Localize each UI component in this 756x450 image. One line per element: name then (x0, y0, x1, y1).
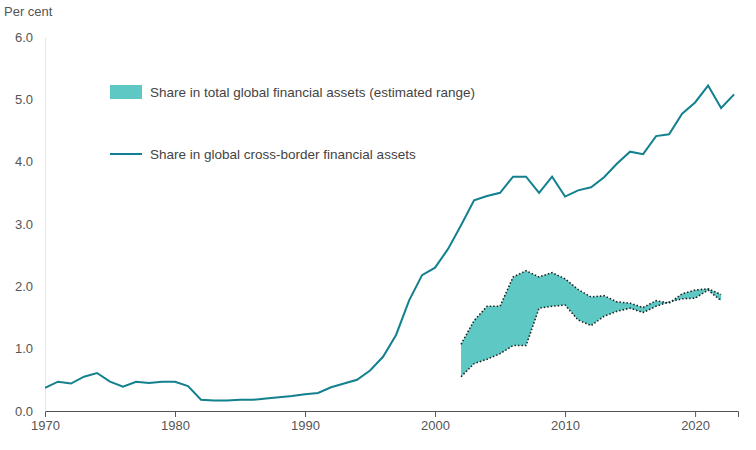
legend-item: Share in total global financial assets (… (110, 85, 475, 100)
legend-item: Share in global cross-border financial a… (110, 147, 416, 162)
y-axis: 0.0 1.0 2.0 3.0 4.0 5.0 6.0 (15, 30, 46, 419)
x-tick: 1980 (161, 411, 190, 433)
legend-label: Share in total global financial assets (… (150, 85, 475, 100)
x-tick-label: 2000 (421, 418, 450, 433)
y-tick: 1.0 (15, 341, 45, 356)
x-tick-label: 1980 (161, 418, 190, 433)
x-tick-mark (175, 411, 176, 417)
x-tick-mark (435, 411, 436, 417)
x-tick: 2010 (551, 411, 580, 433)
legend: Share in total global financial assets (… (110, 85, 475, 162)
x-axis-line (46, 412, 739, 418)
y-tick-label: 1.0 (15, 341, 33, 356)
y-tick: 5.0 (15, 92, 45, 107)
x-tick-label: 1970 (31, 418, 60, 433)
y-tick: 6.0 (15, 30, 45, 45)
y-tick-label: 6.0 (15, 30, 33, 45)
legend-label: Share in global cross-border financial a… (150, 147, 416, 162)
range-area (461, 271, 721, 377)
x-tick: 2000 (421, 411, 450, 433)
marks (45, 86, 734, 401)
x-tick: 1970 (31, 411, 60, 433)
y-axis-line (45, 38, 46, 412)
range-upper-edge (461, 271, 721, 345)
y-tick: 3.0 (15, 217, 45, 232)
x-tick-mark (45, 411, 46, 417)
legend-swatch (110, 85, 142, 99)
y-tick-label: 0.0 (15, 404, 33, 419)
y-tick: 2.0 (15, 279, 45, 294)
y-tick: 4.0 (15, 154, 45, 169)
y-tick-label: 5.0 (15, 92, 33, 107)
y-axis-title: Per cent (4, 4, 53, 19)
x-tick-label: 1990 (291, 418, 320, 433)
x-tick-mark (305, 411, 306, 417)
x-tick-label: 2020 (681, 418, 710, 433)
chart: 1970 1980 1990 2000 2010 2020 0.0 1.0 2.0 3.0 4.0 5… (0, 0, 756, 450)
x-tick-label: 2010 (551, 418, 580, 433)
plot: 1970 1980 1990 2000 2010 2020 0.0 1.0 2.0 3.0 4.0 5… (15, 30, 739, 434)
range-lower-edge (461, 290, 721, 377)
y-tick-label: 4.0 (15, 154, 33, 169)
x-axis: 1970 1980 1990 2000 2010 2020 (31, 411, 738, 433)
x-tick-mark (565, 411, 566, 417)
x-tick: 2020 (681, 411, 710, 433)
legend-swatch (110, 153, 142, 155)
x-tick: 1990 (291, 411, 320, 433)
x-tick-mark (695, 411, 696, 417)
y-tick: 0.0 (15, 404, 45, 419)
series-line (45, 86, 734, 401)
y-tick-label: 3.0 (15, 217, 33, 232)
y-tick-label: 2.0 (15, 279, 33, 294)
